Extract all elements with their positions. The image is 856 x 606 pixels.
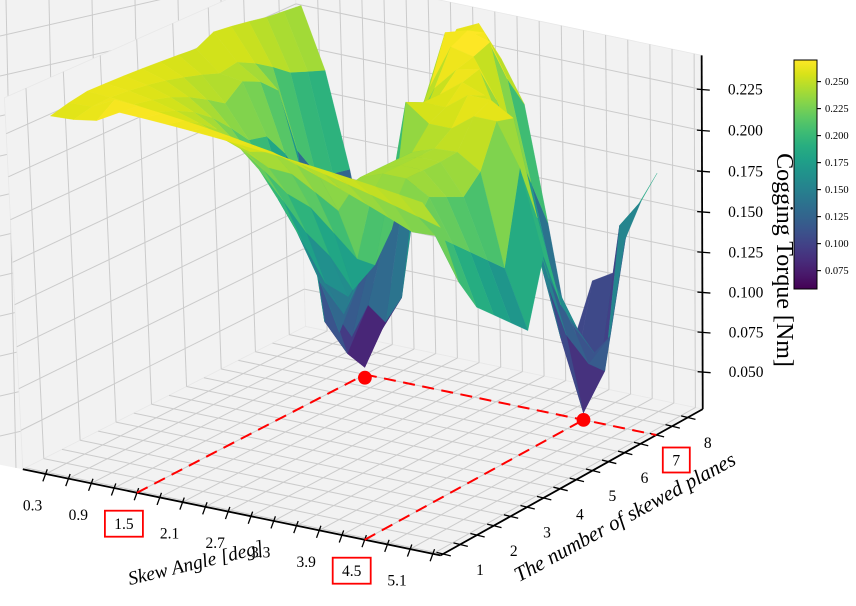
svg-text:0.050: 0.050 — [729, 364, 764, 381]
svg-text:2: 2 — [510, 543, 518, 560]
svg-text:0.100: 0.100 — [728, 284, 763, 301]
svg-text:1.5: 1.5 — [114, 516, 134, 533]
svg-text:6: 6 — [641, 470, 649, 487]
svg-text:0.200: 0.200 — [728, 123, 763, 140]
svg-text:3.3: 3.3 — [251, 544, 271, 561]
svg-text:0.3: 0.3 — [23, 497, 43, 514]
svg-text:0.250: 0.250 — [825, 77, 849, 88]
svg-text:0.100: 0.100 — [825, 239, 849, 250]
svg-text:5.1: 5.1 — [387, 573, 406, 590]
svg-text:3.9: 3.9 — [297, 554, 317, 571]
svg-text:0.225: 0.225 — [728, 82, 763, 99]
svg-text:0.150: 0.150 — [825, 185, 849, 196]
svg-text:3: 3 — [543, 525, 551, 542]
svg-text:0.125: 0.125 — [825, 212, 849, 223]
svg-text:5: 5 — [609, 488, 617, 505]
svg-text:1: 1 — [476, 562, 484, 579]
svg-text:0.175: 0.175 — [728, 163, 763, 180]
svg-text:0.150: 0.150 — [728, 204, 763, 221]
svg-text:4.5: 4.5 — [342, 563, 362, 580]
svg-text:Cogging Torque [Nm]: Cogging Torque [Nm] — [771, 153, 797, 367]
svg-text:0.075: 0.075 — [729, 324, 764, 341]
svg-text:2.1: 2.1 — [160, 526, 179, 543]
svg-text:0.125: 0.125 — [728, 244, 763, 261]
svg-text:4: 4 — [576, 506, 584, 523]
svg-text:0.225: 0.225 — [825, 104, 849, 115]
svg-text:7: 7 — [672, 453, 680, 470]
svg-text:8: 8 — [704, 435, 712, 452]
svg-text:0.075: 0.075 — [825, 266, 849, 277]
svg-text:2.7: 2.7 — [206, 535, 226, 552]
svg-text:0.200: 0.200 — [825, 131, 849, 142]
svg-text:0.175: 0.175 — [825, 158, 849, 169]
svg-text:0.9: 0.9 — [69, 507, 89, 524]
